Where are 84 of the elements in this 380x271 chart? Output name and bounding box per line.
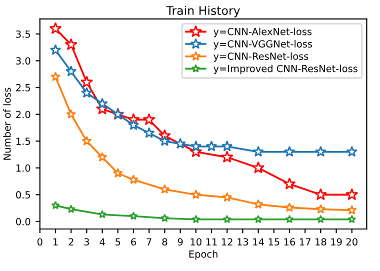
x-axis-title: Epoch [189, 250, 218, 260]
point [142, 113, 156, 126]
legend-label: y=Improved CNN-ResNet-loss [214, 64, 358, 74]
point [283, 177, 296, 190]
y-tick-label: 2.5 [16, 84, 30, 92]
point [316, 204, 326, 214]
legend-label: y=CNN-ResNet-loss [214, 52, 308, 62]
point [284, 202, 294, 212]
x-tick-label: 5 [116, 238, 120, 246]
x-tick-label: 8 [162, 238, 168, 246]
point [220, 150, 234, 163]
x-tick-label: 18 [316, 238, 326, 246]
x-tick-label: 1 [53, 238, 58, 246]
point [160, 214, 170, 222]
x-tick-label: 16 [284, 238, 296, 246]
y-tick-label: 1.0 [16, 164, 30, 172]
point [190, 189, 201, 200]
x-tick-label: 4 [100, 238, 105, 246]
point [97, 152, 108, 162]
point [98, 210, 107, 218]
y-tick-label: 0.0 [16, 218, 30, 226]
point [190, 140, 202, 152]
point [65, 66, 77, 76]
point [206, 140, 218, 152]
point [252, 146, 264, 157]
point [253, 199, 264, 209]
y-tick-label: 3.5 [16, 30, 30, 38]
point [80, 76, 94, 88]
point [66, 109, 76, 119]
x-tick-label: 0 [37, 238, 42, 246]
y-tick-label: 3.0 [16, 57, 30, 65]
point [315, 146, 326, 157]
legend-label: y=CNN-VGGNet-loss [214, 40, 312, 50]
point [221, 140, 233, 152]
x-tick-label: 7 [146, 238, 152, 246]
x-tick-label: 2 [68, 238, 74, 246]
point [159, 135, 170, 146]
x-tick-label: 19 [331, 238, 342, 246]
x-tick-label: 10 [190, 238, 202, 246]
point [112, 168, 123, 178]
y-tick-label: 0.5 [16, 191, 30, 199]
y-tick-label: 2.0 [16, 110, 30, 118]
point [143, 127, 155, 138]
point [49, 22, 62, 34]
point [50, 72, 60, 82]
legend-label: y=CNN-AlexNet-loss [214, 28, 312, 38]
point [174, 138, 186, 149]
point [316, 214, 326, 224]
point [96, 98, 108, 109]
point [314, 188, 327, 200]
point [81, 87, 92, 98]
point [66, 204, 76, 213]
x-tick-label: 3 [84, 238, 90, 246]
point [346, 146, 358, 157]
point [51, 200, 60, 210]
point [346, 205, 357, 215]
x-tick-label: 11 [206, 238, 217, 246]
x-tick-label: 14 [253, 238, 264, 246]
point [285, 214, 294, 224]
point [284, 146, 296, 157]
point [64, 38, 78, 50]
point [222, 192, 232, 202]
x-tick-label: 17 [300, 238, 310, 246]
point [128, 119, 140, 130]
point [160, 184, 170, 194]
point [129, 212, 138, 220]
point [346, 188, 358, 200]
point [128, 174, 138, 184]
point [252, 161, 265, 174]
point [254, 214, 263, 224]
y-tick-label: 1.5 [16, 138, 30, 145]
chart-title: Train History [166, 6, 240, 18]
point [222, 214, 232, 224]
y-axis-title: Number of loss [3, 88, 11, 160]
x-tick-label: 9 [178, 238, 183, 246]
point [192, 214, 200, 224]
point [82, 136, 92, 146]
x-tick-label: 6 [131, 238, 136, 246]
point [50, 44, 62, 55]
x-tick-label: 20 [346, 238, 358, 246]
point [348, 214, 356, 224]
x-tick-label: 12 [222, 238, 232, 246]
x-tick-label: 13 [238, 238, 248, 246]
x-tick-label: 15 [268, 238, 280, 246]
